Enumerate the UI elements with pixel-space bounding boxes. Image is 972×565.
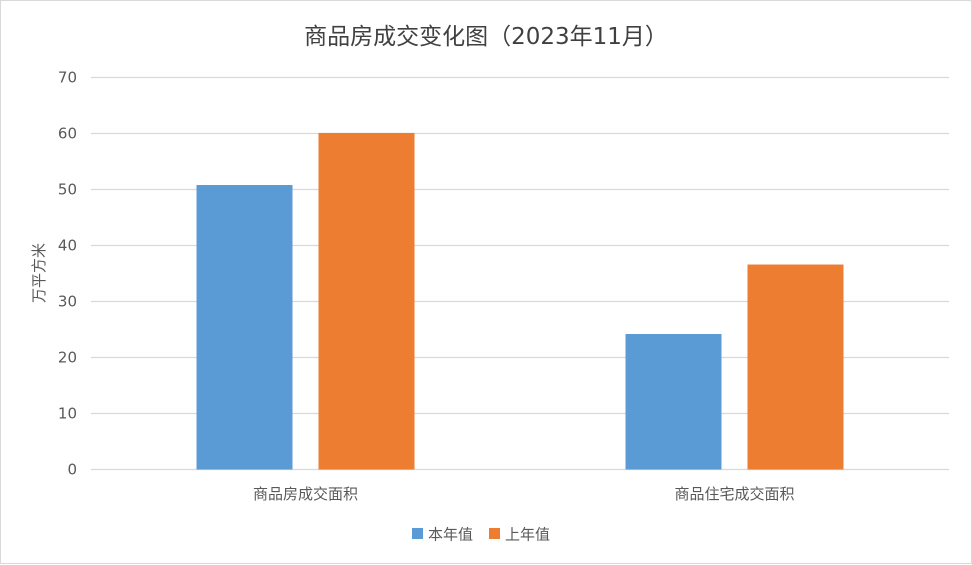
- y-tick-label: 40: [58, 237, 77, 255]
- legend-swatch: [489, 528, 500, 539]
- bar-last-year: [747, 264, 844, 470]
- y-tick-label: 60: [58, 125, 77, 143]
- y-tick-label: 0: [67, 461, 77, 479]
- bar-this-year: [625, 333, 722, 470]
- bar-last-year: [318, 132, 415, 470]
- bar-this-year: [196, 185, 293, 470]
- y-tick-label: 50: [58, 181, 77, 199]
- chart-title: 商品房成交变化图（2023年11月）: [304, 24, 668, 50]
- legend-label: 上年值: [505, 526, 550, 544]
- y-tick-label: 10: [58, 405, 77, 423]
- y-tick-label: 30: [58, 293, 77, 311]
- legend-label: 本年值: [428, 526, 473, 544]
- x-tick-label: 商品住宅成交面积: [674, 485, 794, 503]
- y-axis-label: 万平方米: [30, 243, 48, 303]
- x-tick-label: 商品房成交面积: [253, 485, 358, 503]
- legend-swatch: [412, 528, 423, 539]
- y-tick-label: 20: [58, 349, 77, 367]
- y-tick-label: 70: [58, 69, 77, 87]
